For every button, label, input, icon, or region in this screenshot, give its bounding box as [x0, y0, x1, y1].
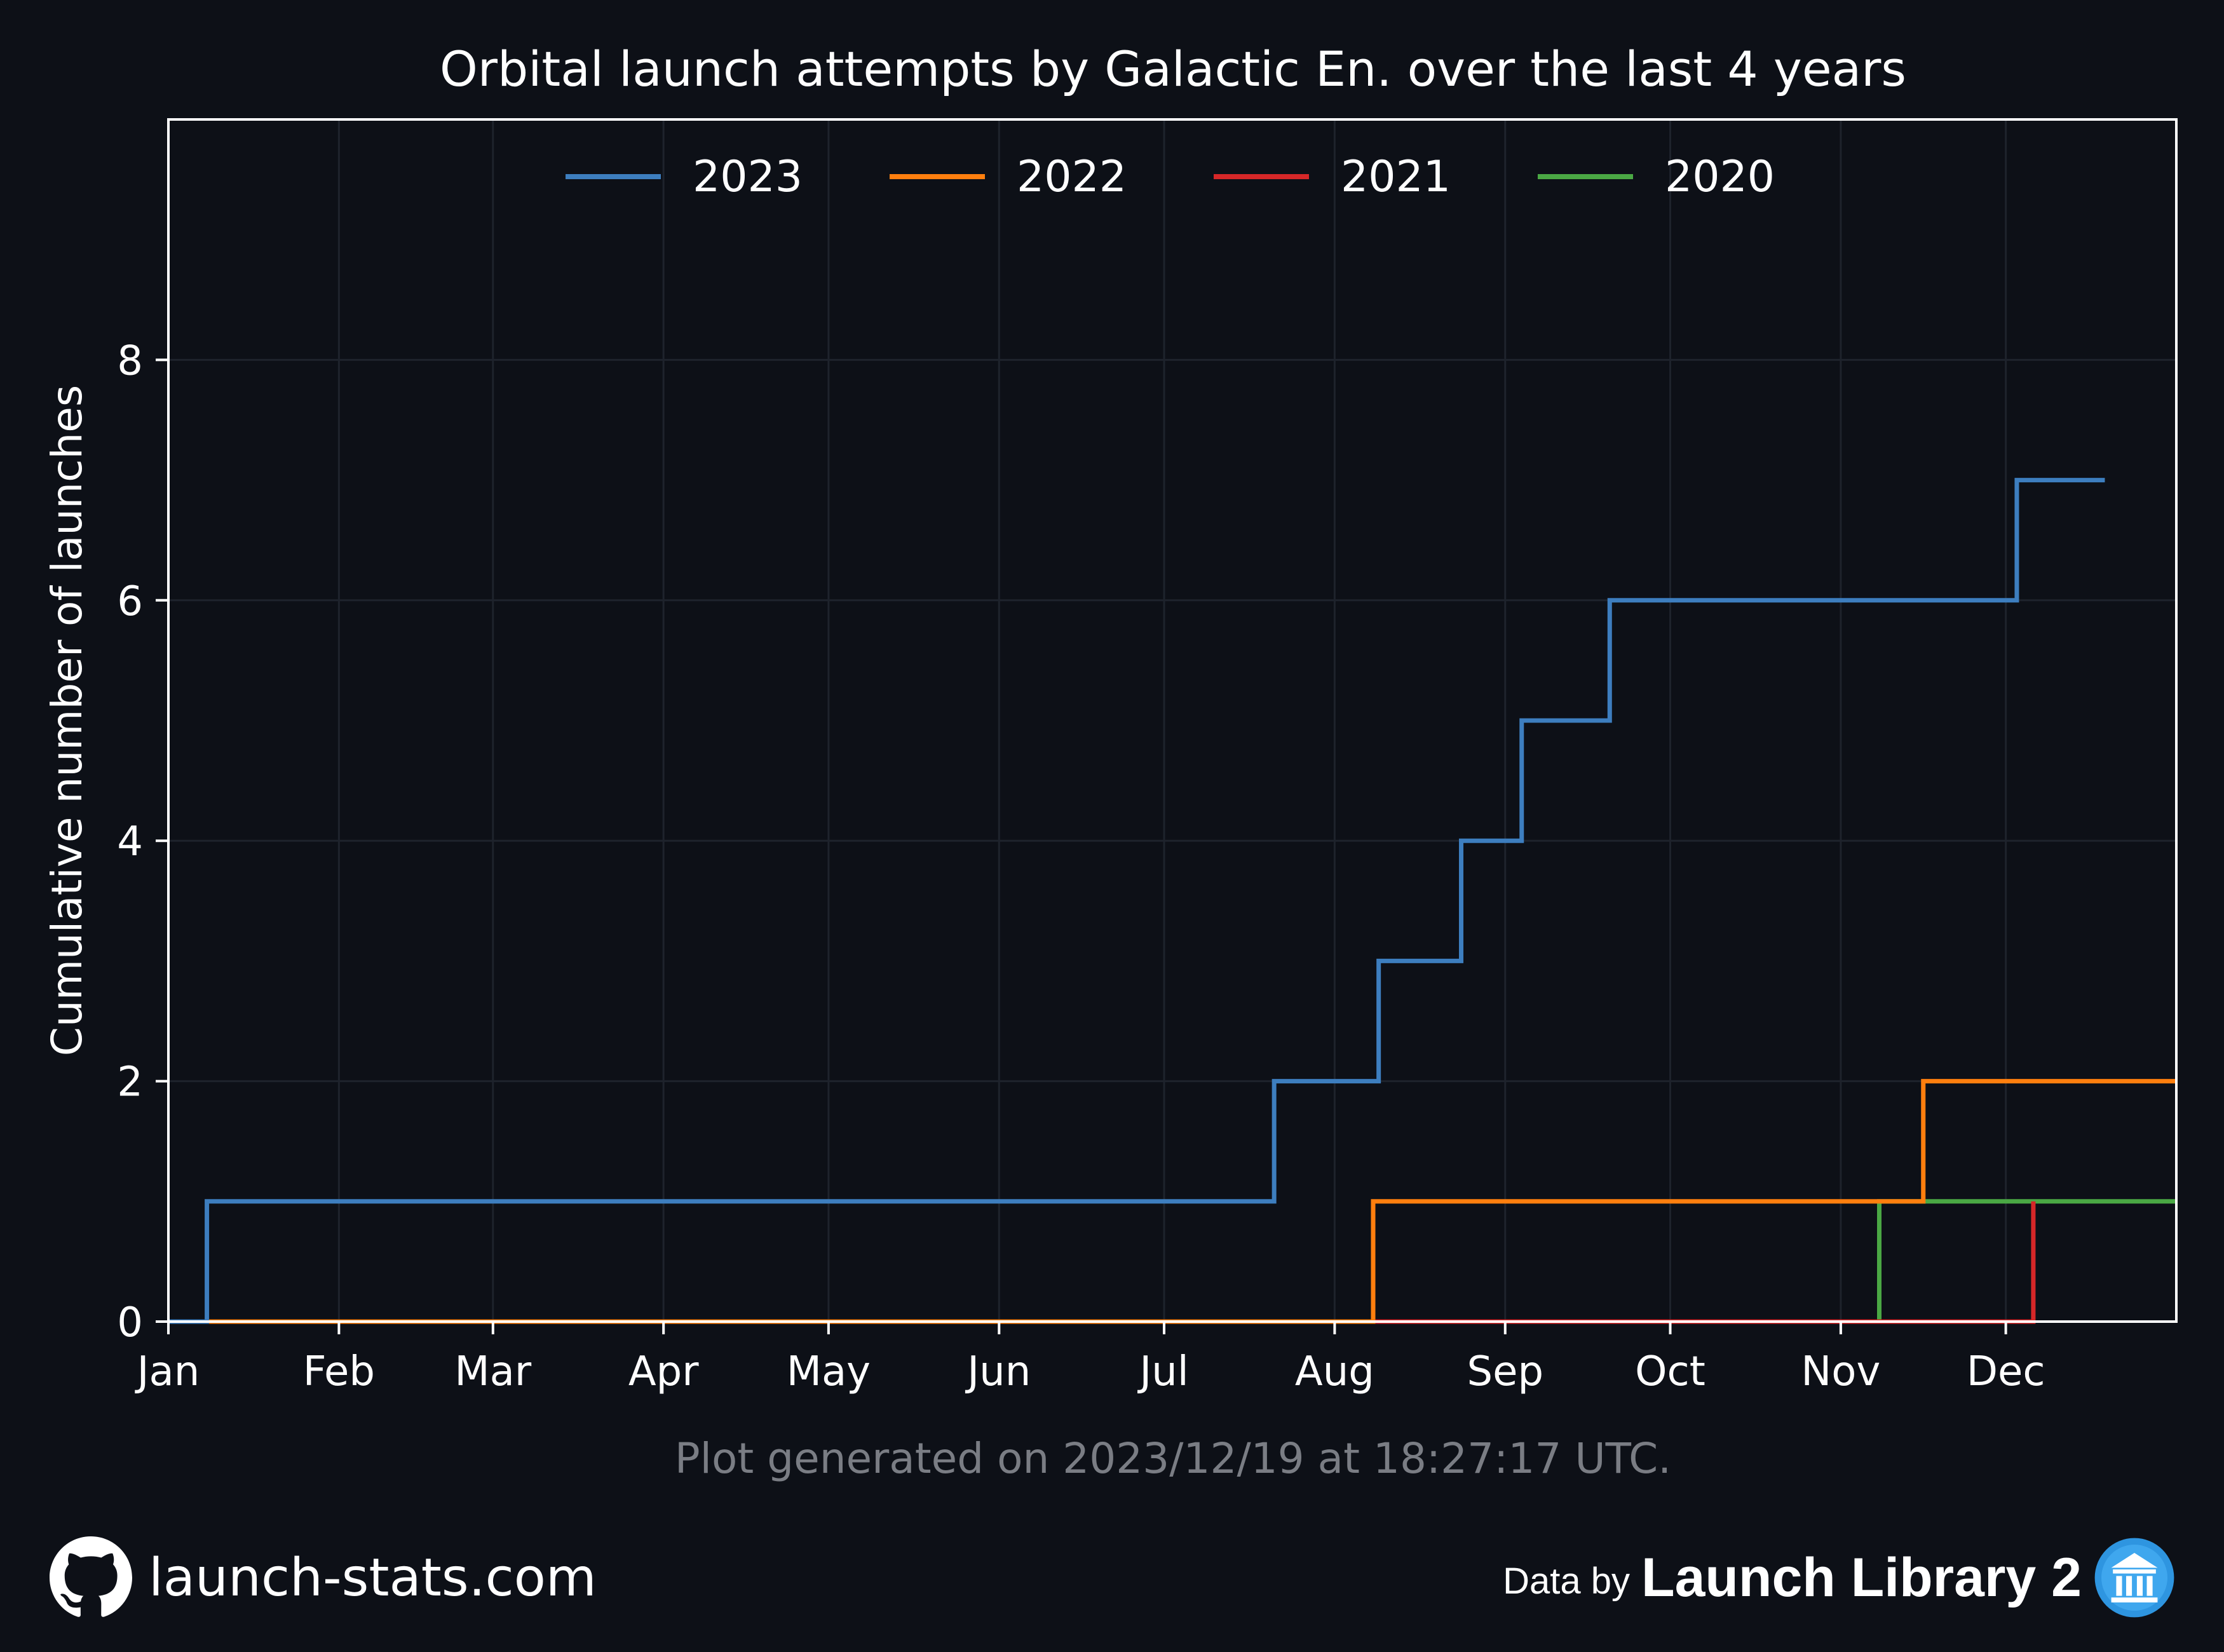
- x-tick-label: Jan: [135, 1348, 200, 1395]
- series-line-2023: [168, 478, 2105, 1324]
- legend-label: 2020: [1665, 152, 1775, 202]
- footer-credit: Data by Launch Library 2: [1503, 1536, 2176, 1619]
- credit-brand[interactable]: Launch Library 2: [1641, 1547, 2082, 1608]
- x-tick-label: May: [787, 1348, 871, 1395]
- y-tick-label: 6: [117, 578, 143, 625]
- x-tick-label: Nov: [1801, 1348, 1880, 1395]
- legend-item-2023: 2023: [566, 152, 803, 202]
- y-tick-label: 0: [117, 1299, 143, 1346]
- x-tick-label: Apr: [628, 1348, 699, 1395]
- legend-item-2022: 2022: [890, 152, 1127, 202]
- plot-frame: [167, 118, 2178, 1323]
- x-tick-label: Feb: [303, 1348, 375, 1395]
- y-tick-label: 4: [117, 818, 143, 865]
- chart: Orbital launch attempts by Galactic En. …: [43, 41, 2178, 1483]
- series-lines: [168, 478, 2176, 1324]
- y-axis-label: Cumulative number of launches: [43, 385, 92, 1056]
- y-tick-label: 2: [117, 1059, 143, 1106]
- footer-site[interactable]: launch-stats.com: [50, 1536, 597, 1619]
- x-tick-label: Aug: [1295, 1348, 1374, 1395]
- y-tick-label: 8: [117, 337, 143, 384]
- series-line-2021: [168, 1201, 2036, 1324]
- axes: Jan Feb Mar Apr May Jun Jul Aug Sep Oct Nov Dec 0 2 4 6…: [117, 337, 2045, 1395]
- credit-prefix: Data by: [1503, 1560, 1631, 1602]
- github-icon: [50, 1536, 132, 1617]
- series-line-2020: [168, 1199, 2176, 1324]
- grid-lines: [167, 119, 2176, 1323]
- x-tick-label: Dec: [1967, 1348, 2045, 1395]
- legend-label: 2021: [1341, 152, 1451, 202]
- x-tick-label: Jun: [965, 1348, 1031, 1395]
- legend-label: 2022: [1017, 152, 1127, 202]
- legend-item-2020: 2020: [1538, 152, 1775, 202]
- legend-label: 2023: [693, 152, 803, 202]
- x-tick-label: Mar: [454, 1348, 531, 1395]
- x-tick-label: Sep: [1467, 1348, 1543, 1395]
- site-link[interactable]: launch-stats.com: [149, 1547, 597, 1608]
- x-tick-label: Oct: [1635, 1348, 1705, 1395]
- legend-item-2021: 2021: [1214, 152, 1451, 202]
- legend: 2023 2022 2021 2020: [566, 152, 1775, 202]
- chart-title: Orbital launch attempts by Galactic En. …: [440, 41, 1906, 97]
- generated-note: Plot generated on 2023/12/19 at 18:27:17…: [675, 1434, 1671, 1483]
- x-tick-label: Jul: [1137, 1348, 1188, 1395]
- launch-library-icon: [2094, 1538, 2174, 1618]
